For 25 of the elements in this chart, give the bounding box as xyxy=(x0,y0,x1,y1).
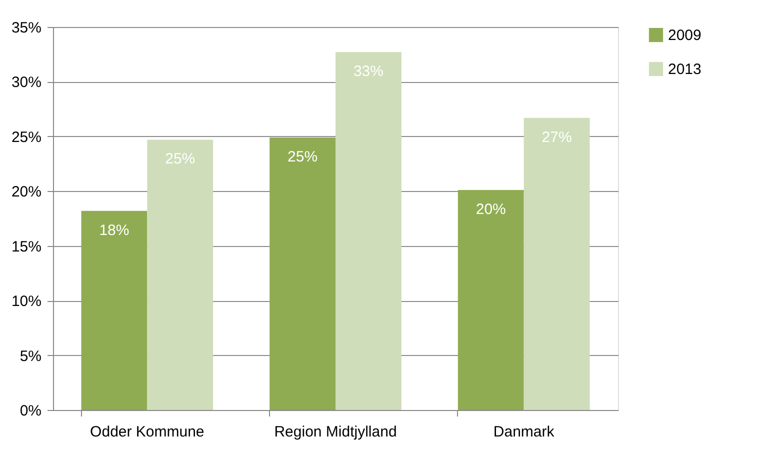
y-tick-label: 0% xyxy=(20,402,42,420)
y-tick-label: 5% xyxy=(20,348,42,365)
legend-label: 2013 xyxy=(668,61,702,78)
x-tick-label: Danmark xyxy=(493,424,555,440)
y-tick-label: 25% xyxy=(11,128,42,146)
legend-label: 2009 xyxy=(668,27,702,44)
bar xyxy=(81,210,148,410)
x-tick-label: Odder Kommune xyxy=(90,424,204,440)
data-label: 18% xyxy=(99,222,130,239)
y-tick-label: 35% xyxy=(11,20,42,36)
bar xyxy=(336,52,402,410)
data-label: 20% xyxy=(476,201,506,218)
bar xyxy=(270,138,336,410)
y-tick-label: 10% xyxy=(11,293,42,310)
y-tick-label: 30% xyxy=(11,74,42,92)
bar xyxy=(524,118,590,410)
data-label: 27% xyxy=(542,128,572,146)
data-label: 25% xyxy=(165,150,196,168)
data-label: 25% xyxy=(288,148,318,166)
bar xyxy=(458,190,524,410)
y-tick-label: 20% xyxy=(11,184,42,201)
bar xyxy=(147,140,214,410)
x-tick-label: Region Midtjylland xyxy=(274,424,397,440)
y-tick-label: 15% xyxy=(11,238,42,256)
data-label: 33% xyxy=(353,63,384,80)
